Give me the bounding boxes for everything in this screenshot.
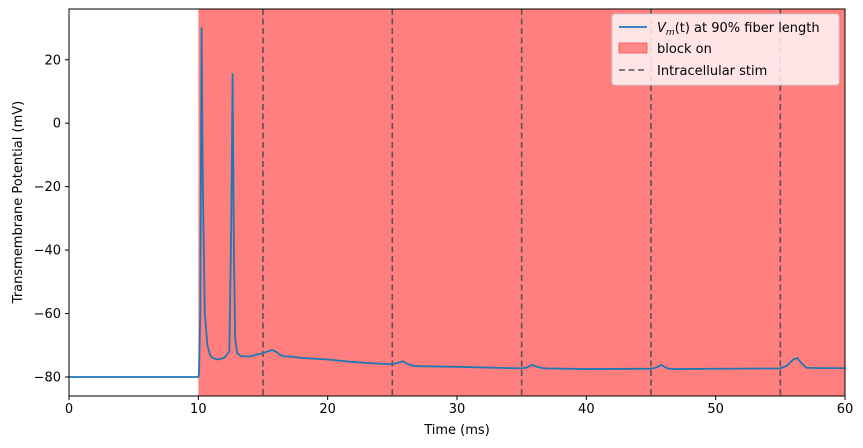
x-tick-label-3: 30 [449, 402, 466, 417]
y-axis-ticks: −80 −60 −40 −20 0 20 [34, 53, 69, 385]
legend: Vm(t) at 90% fiber length block on Intra… [611, 13, 840, 86]
legend-label-stim: Intracellular stim [657, 64, 767, 79]
y-tick-label-3: −20 [34, 180, 61, 195]
y-tick-label-4: 0 [53, 117, 61, 132]
x-tick-label-2: 20 [319, 402, 336, 417]
x-axis-label: Time (ms) [423, 423, 490, 438]
y-axis-label: Transmembrane Potential (mV) [11, 101, 26, 304]
legend-box [611, 13, 840, 86]
y-tick-label-1: −60 [34, 307, 61, 322]
x-tick-label-0: 0 [65, 402, 73, 417]
legend-label-block: block on [657, 42, 712, 57]
y-tick-label-2: −40 [34, 244, 61, 259]
legend-label-vm: Vm(t) at 90% fiber length [657, 21, 820, 38]
x-tick-label-5: 50 [707, 402, 724, 417]
x-tick-label-6: 60 [837, 402, 854, 417]
y-tick-label-5: 20 [44, 53, 61, 68]
legend-swatch-block [618, 42, 648, 54]
x-axis-ticks: 0 10 20 30 40 50 60 [65, 396, 853, 417]
x-tick-label-1: 10 [190, 402, 207, 417]
series-line-vm [69, 27, 845, 378]
x-tick-label-4: 40 [578, 402, 595, 417]
stim-lines [262, 9, 782, 396]
y-tick-label-0: −80 [34, 370, 61, 385]
